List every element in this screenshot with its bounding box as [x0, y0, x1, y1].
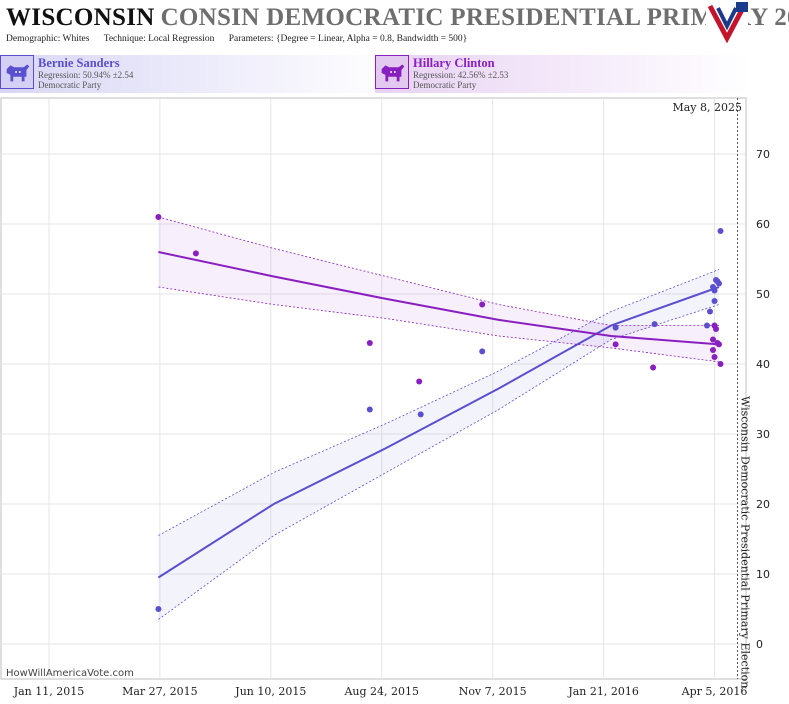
candidate-regression: Regression: 50.94% ±2.54 [38, 70, 134, 80]
subtitle: Demographic: Whites Technique: Local Reg… [6, 34, 479, 44]
hillary-clinton-poll-point [650, 364, 657, 371]
hillary-clinton-band-lower [158, 286, 720, 363]
x-tick-label: Jun 10, 2015 [234, 685, 306, 698]
chart: Jan 11, 2015 Mar 27, 2015 Jun 10, 2015 Aug … [0, 97, 770, 698]
bernie-sanders-confidence-band [158, 269, 719, 620]
y-tick-label: 60 [756, 218, 770, 231]
footer-credit: HowWillAmericaVote.com [6, 668, 134, 679]
candidate-sanders: Bernie Sanders Regression: 50.94% ±2.54 … [0, 55, 395, 93]
logo-icon [706, 0, 748, 48]
hillary-clinton-poll-point [716, 341, 722, 348]
x-tick-label: Nov 7, 2015 [459, 685, 527, 698]
hillary-clinton-poll-point [710, 347, 716, 353]
hillary-clinton-poll-point [612, 341, 619, 348]
today-label: May 8, 2025 [672, 101, 742, 114]
y-tick-label: 50 [756, 288, 770, 301]
hillary-clinton-poll-point [416, 378, 423, 385]
bernie-sanders-poll-point [479, 348, 486, 355]
y-tick-label: 0 [756, 638, 763, 651]
x-tick-label: Mar 27, 2015 [122, 685, 198, 698]
candidate-clinton: Hillary Clinton Regression: 42.56% ±2.53… [375, 55, 749, 93]
bernie-sanders-poll-point [716, 280, 722, 287]
y-tick-label: 40 [756, 358, 770, 371]
y-tick-label: 30 [756, 428, 770, 441]
candidate-party: Democratic Party [38, 80, 102, 90]
page-title: WISCONSIN CONSIN DEMOCRATIC PRESIDENTIAL … [6, 4, 789, 32]
y-tick-label: 10 [756, 568, 770, 581]
bernie-sanders-poll-point [704, 322, 710, 329]
bernie-sanders-poll-point [651, 321, 658, 328]
donkey-icon [0, 55, 34, 89]
bernie-sanders-trend-line [157, 286, 720, 579]
candidate-party: Democratic Party [413, 80, 477, 90]
hillary-clinton-poll-point [710, 336, 716, 343]
title-rest: CONSIN DEMOCRATIC PRESIDENTIAL PRIMARY 2… [160, 4, 789, 31]
x-tick-label: Jan 21, 2016 [567, 685, 639, 698]
x-tick-label: Aug 24, 2015 [343, 685, 419, 698]
hillary-clinton-poll-point [717, 361, 724, 367]
bernie-sanders-poll-point [417, 411, 424, 418]
candidate-name: Hillary Clinton [413, 56, 495, 70]
bernie-sanders-poll-point [711, 287, 718, 294]
hillary-clinton-poll-point [479, 301, 486, 308]
donkey-icon [375, 55, 409, 89]
bernie-sanders-band-lower [158, 304, 720, 620]
hillary-clinton-poll-point [713, 326, 719, 332]
bernie-sanders-poll-point [711, 298, 718, 304]
election-label: Wisconsin Democratic Presidential Primar… [739, 396, 752, 688]
bernie-sanders-poll-point [717, 228, 724, 234]
bernie-sanders-poll-point [366, 406, 373, 413]
x-tick-label: Jan 11, 2015 [13, 685, 85, 698]
parameters-label: Parameters: {Degree = Linear, Alpha = 0.… [228, 34, 468, 44]
y-tick-label: 20 [756, 498, 770, 511]
technique-label: Technique: Local Regression [103, 34, 215, 44]
title-state: WISCONSIN [6, 4, 155, 31]
hillary-clinton-poll-point [155, 214, 162, 220]
candidate-regression: Regression: 42.56% ±2.53 [413, 70, 509, 80]
hillary-clinton-poll-point [366, 340, 373, 346]
hillary-clinton-poll-point [711, 354, 718, 360]
plot-area [0, 97, 747, 680]
hillary-clinton-band-upper [158, 216, 719, 326]
y-tick-label: 70 [756, 148, 770, 161]
hillary-clinton-confidence-band [158, 217, 719, 362]
hillary-clinton-trend-line [158, 251, 720, 346]
hillary-clinton-poll-point [192, 250, 199, 257]
demographic-label: Demographic: Whites [6, 34, 90, 44]
candidate-name: Bernie Sanders [38, 56, 120, 70]
bernie-sanders-poll-point [707, 308, 713, 315]
bernie-sanders-band-upper [158, 269, 720, 536]
bernie-sanders-poll-point [155, 606, 162, 612]
title-bar: WISCONSIN CONSIN DEMOCRATIC PRESIDENTIAL … [0, 0, 789, 50]
bernie-sanders-poll-point [612, 324, 619, 331]
x-tick-label: Apr 5, 2016 [681, 685, 748, 698]
